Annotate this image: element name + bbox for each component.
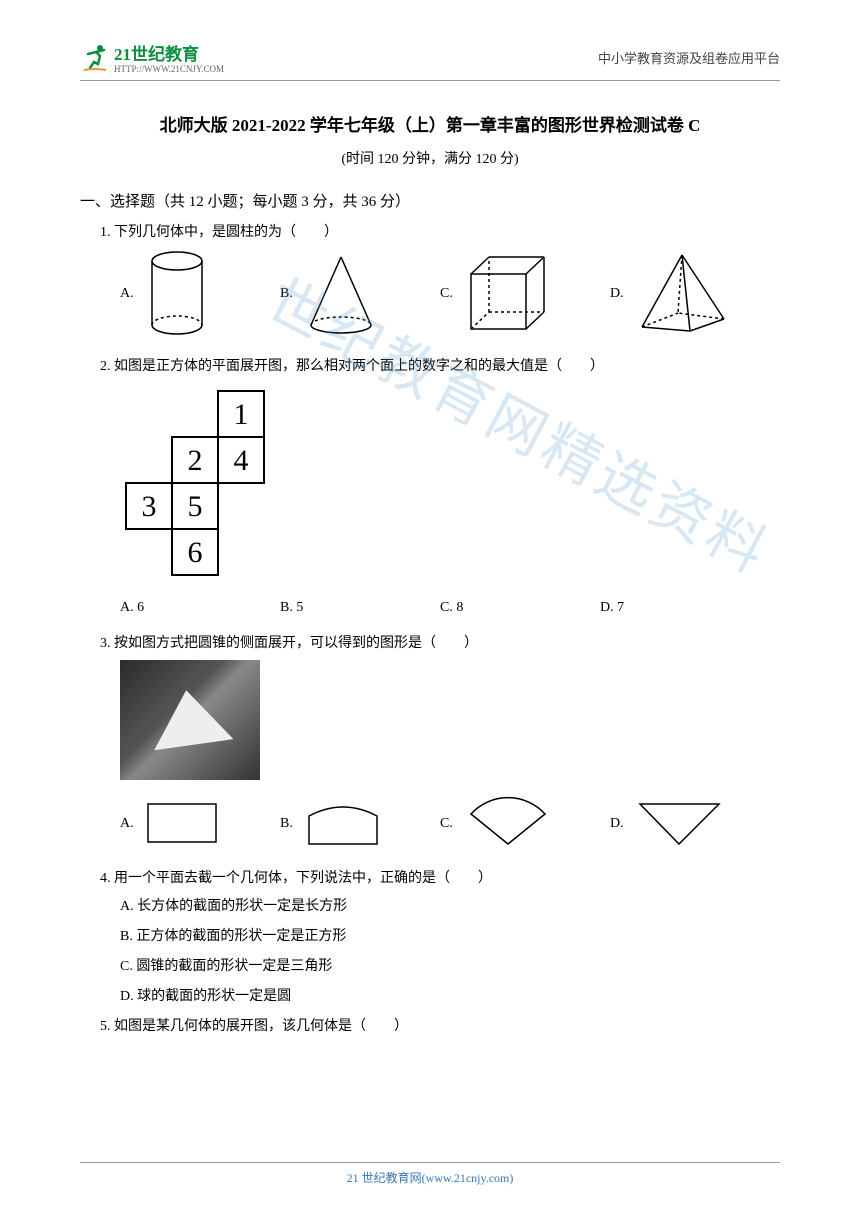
q1-opt-c-label: C. [440, 286, 453, 302]
cone-icon [301, 249, 381, 339]
q4-opt-d: D. 球的截面的形状一定是圆 [120, 985, 780, 1005]
q2-options: A. 6 B. 5 C. 8 D. 7 [80, 600, 780, 616]
q3-opt-b-label: B. [280, 816, 293, 832]
q2-opt-a: A. 6 [120, 600, 280, 616]
page-footer: 21 世纪教育网(www.21cnjy.com) [80, 1162, 780, 1186]
sector-icon [461, 796, 556, 851]
q3-options: A. B. C. D. [80, 796, 780, 851]
q1-opt-b-label: B. [280, 286, 293, 302]
question-4: 4. 用一个平面去截一个几何体，下列说法中，正确的是（ ） [80, 867, 780, 887]
logo-runner-icon [80, 42, 110, 72]
question-3: 3. 按如图方式把圆锥的侧面展开，可以得到的图形是（ ） [80, 632, 780, 652]
net-cell-4: 4 [234, 444, 249, 477]
q1-opt-d-label: D. [610, 286, 624, 302]
cube-net-figure: 1 2 4 3 5 6 [120, 383, 320, 583]
q4-options: A. 长方体的截面的形状一定是长方形 B. 正方体的截面的形状一定是正方形 C.… [80, 895, 780, 1005]
triangle-down-icon [632, 796, 727, 851]
q4-opt-a: A. 长方体的截面的形状一定是长方形 [120, 895, 780, 915]
page-header: 21世纪教育 HTTP://WWW.21CNJY.COM 中小学教育资源及组卷应… [80, 40, 780, 81]
header-right-text: 中小学教育资源及组卷应用平台 [598, 48, 780, 67]
net-cell-1: 1 [234, 398, 249, 431]
logo-sub-text: HTTP://WWW.21CNJY.COM [114, 64, 224, 74]
q3-opt-c-label: C. [440, 816, 453, 832]
q1-opt-a-label: A. [120, 286, 134, 302]
q1-options: A. B. C. D. [80, 249, 780, 339]
logo-main-text: 21世纪教育 [114, 40, 224, 65]
logo-area: 21世纪教育 HTTP://WWW.21CNJY.COM [80, 40, 224, 74]
pyramid-icon [632, 249, 732, 339]
rectangle-icon [142, 796, 222, 851]
q3-opt-d-label: D. [610, 816, 624, 832]
net-cell-5: 5 [188, 490, 203, 523]
cube-icon [461, 249, 551, 339]
q2-opt-c: C. 8 [440, 600, 600, 616]
question-1: 1. 下列几何体中，是圆柱的为（ ） [80, 221, 780, 241]
q4-opt-c: C. 圆锥的截面的形状一定是三角形 [120, 955, 780, 975]
question-5: 5. 如图是某几何体的展开图，该几何体是（ ） [80, 1015, 780, 1035]
net-cell-2: 2 [188, 444, 203, 477]
net-cell-6: 6 [188, 536, 203, 569]
exam-subtitle: (时间 120 分钟，满分 120 分) [80, 148, 780, 168]
cone-unfold-photo [120, 660, 260, 780]
q2-opt-d: D. 7 [600, 600, 760, 616]
q4-opt-b: B. 正方体的截面的形状一定是正方形 [120, 925, 780, 945]
cylinder-icon [142, 249, 212, 339]
question-2: 2. 如图是正方体的平面展开图，那么相对两个面上的数字之和的最大值是（ ） [80, 355, 780, 375]
section-1-header: 一、选择题（共 12 小题；每小题 3 分，共 36 分） [80, 190, 780, 211]
q2-opt-b: B. 5 [280, 600, 440, 616]
net-cell-3: 3 [142, 490, 157, 523]
exam-title: 北师大版 2021-2022 学年七年级（上）第一章丰富的图形世界检测试卷 C [80, 111, 780, 136]
q3-opt-a-label: A. [120, 816, 134, 832]
arch-shape-icon [301, 796, 386, 851]
